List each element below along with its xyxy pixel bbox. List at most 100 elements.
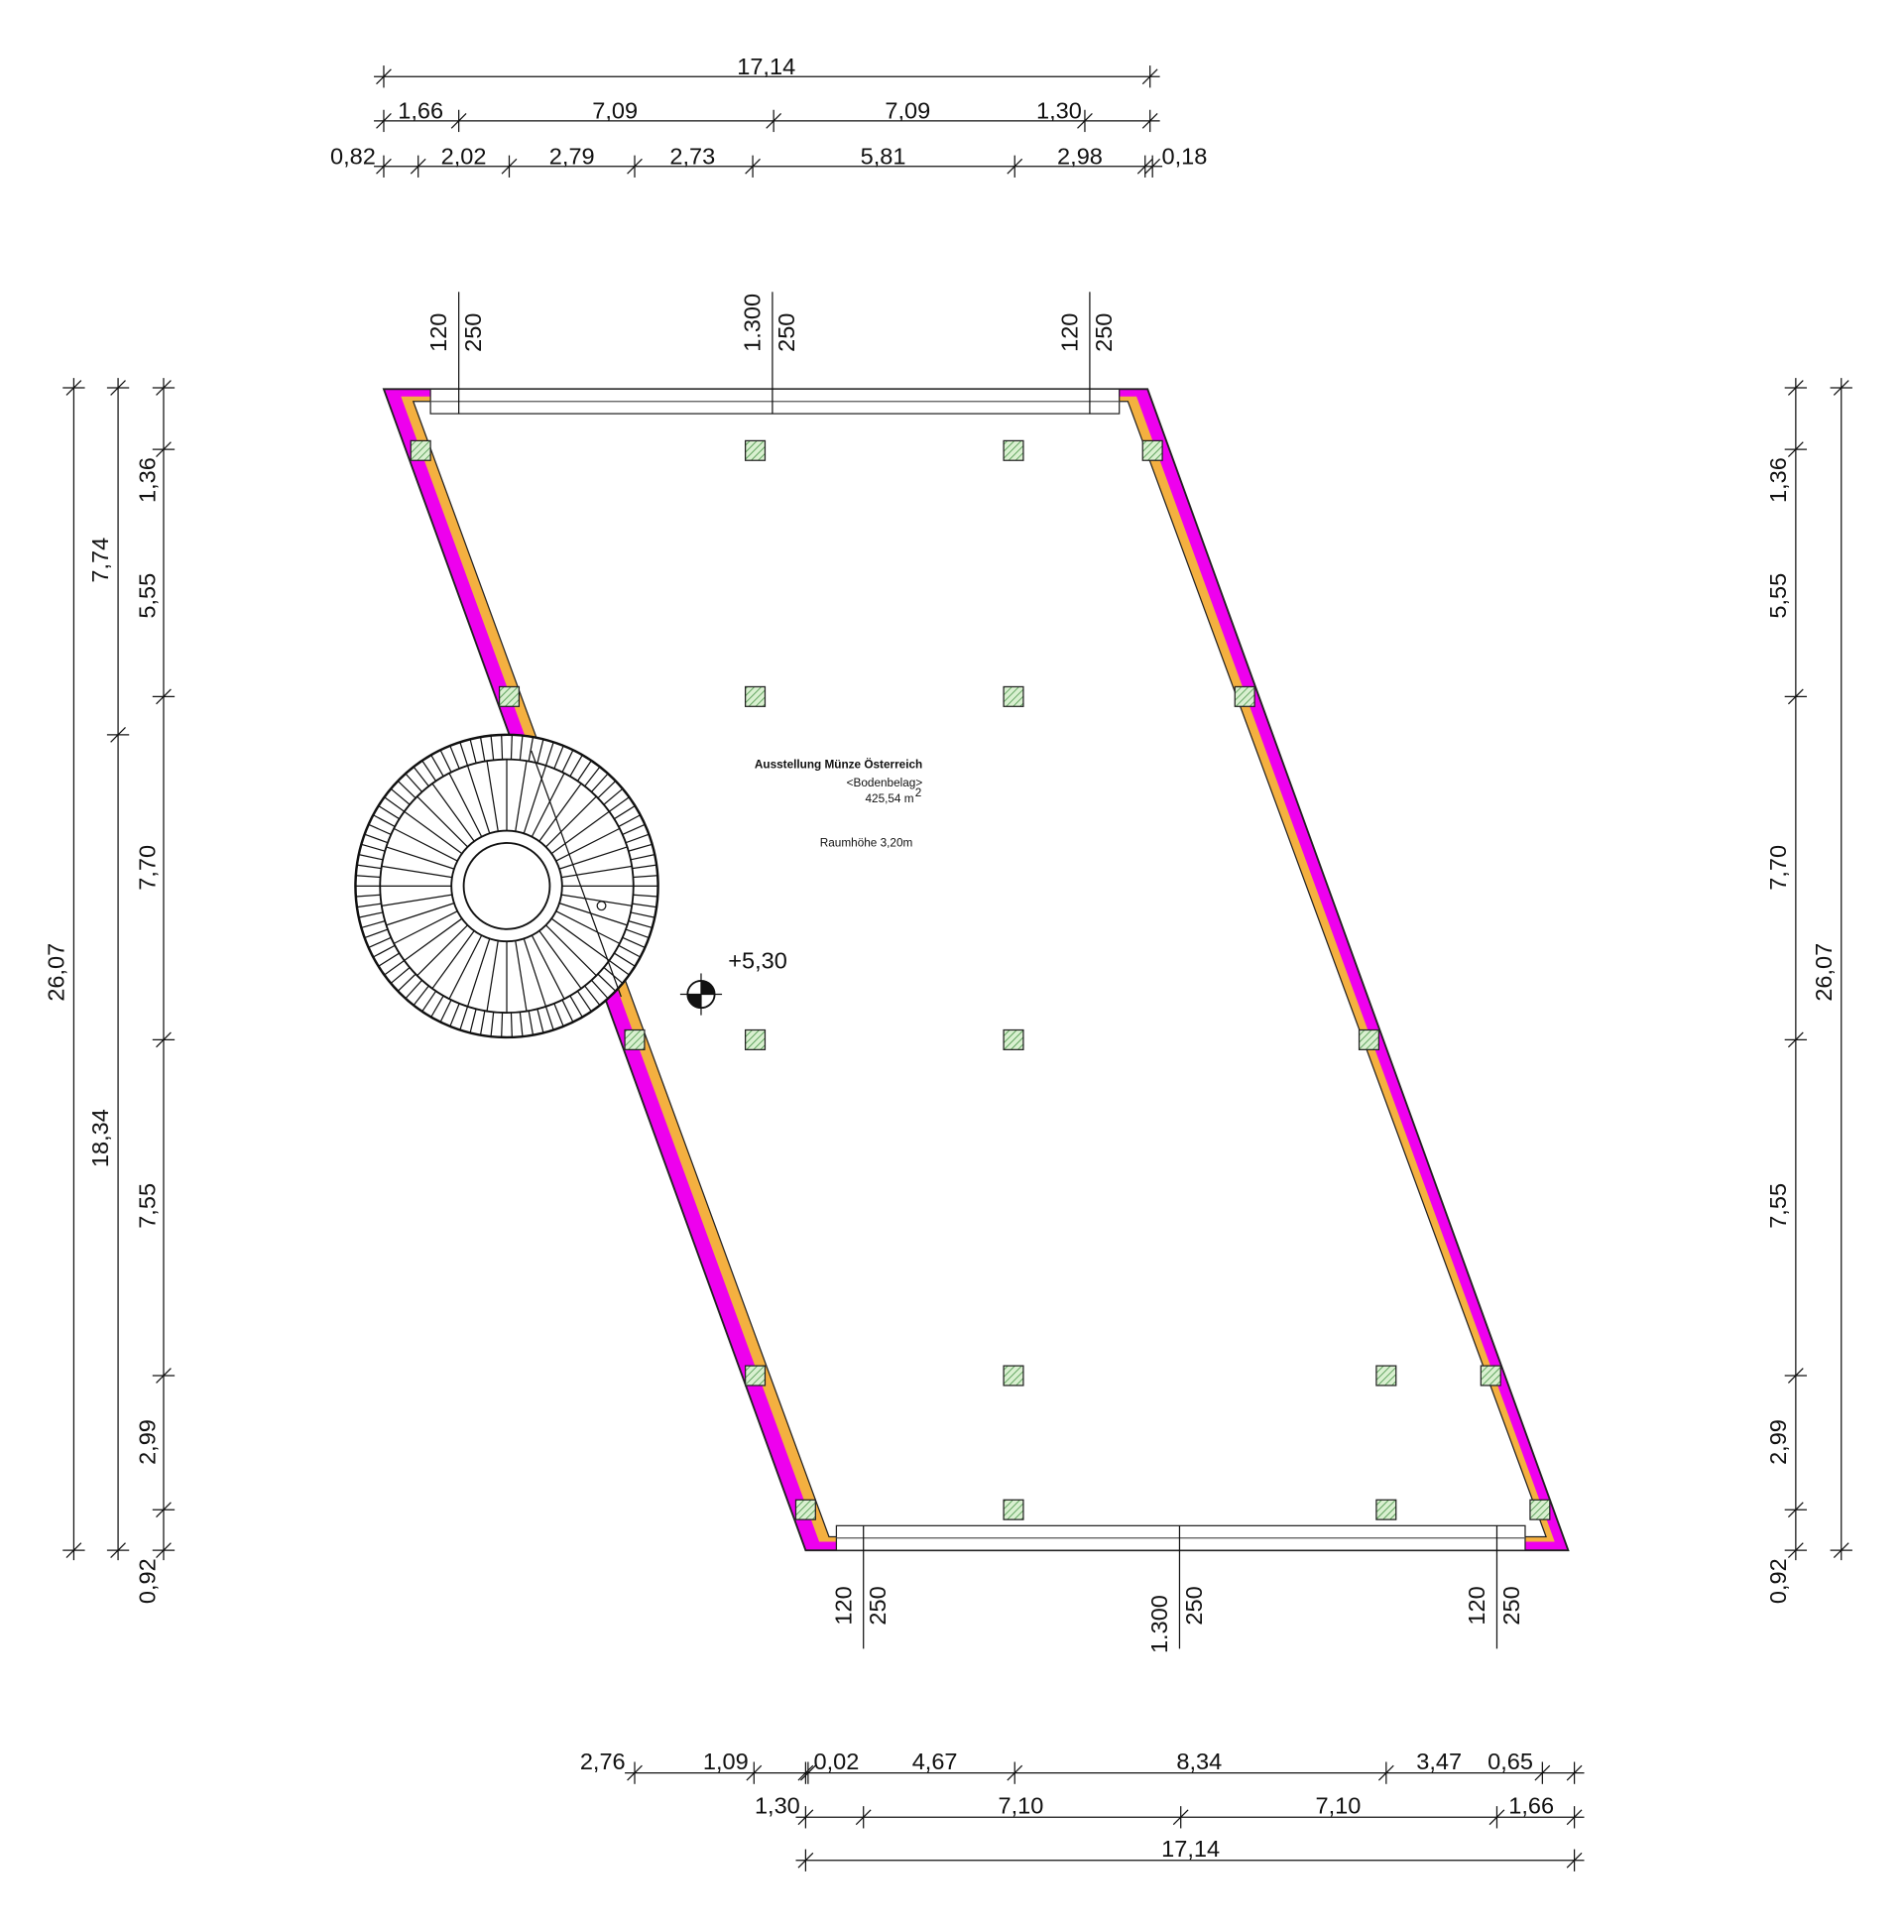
column [794, 1499, 816, 1520]
column [624, 1028, 646, 1050]
stair-baluster [597, 973, 617, 992]
stair-tread [550, 917, 610, 961]
stair-baluster [421, 760, 437, 782]
dimension-label: 7,09 [592, 97, 638, 123]
stair-tread [538, 930, 582, 990]
dimension-label: 7,55 [134, 1183, 160, 1229]
dimension-label: 2,02 [441, 143, 487, 169]
stair-baluster [618, 944, 641, 958]
stair-tread [545, 924, 597, 977]
dimension-label: 250 [1181, 1586, 1207, 1625]
stair-baluster [469, 739, 477, 764]
stair-tread [381, 894, 452, 906]
stair-baluster [584, 766, 601, 787]
stair-baluster [430, 995, 444, 1018]
dimension-label: 7,10 [1316, 1793, 1362, 1819]
stair-baluster [490, 735, 495, 761]
dimension-label: 18,34 [87, 1109, 113, 1167]
stair-baluster [358, 854, 384, 861]
dimension-label: 7,55 [1765, 1183, 1791, 1229]
stair-baluster [553, 1003, 564, 1027]
stair-baluster [630, 911, 655, 918]
stair-baluster [625, 833, 650, 844]
column [745, 1365, 767, 1387]
stair-tread [558, 846, 628, 870]
stair-baluster [459, 742, 469, 767]
dimension-label: 120 [425, 313, 451, 352]
stair-tread [386, 846, 455, 870]
stair-baluster [413, 766, 429, 787]
stair-baluster [528, 1011, 535, 1035]
column [1141, 439, 1163, 461]
stair-baluster [544, 742, 554, 767]
dimension-label: 7,10 [999, 1793, 1044, 1819]
stair-baluster [479, 737, 486, 762]
stair-baluster [528, 737, 535, 762]
stair-baluster [355, 894, 381, 898]
stair-baluster [439, 749, 452, 773]
dimension-label: 5,55 [134, 573, 160, 619]
stair-baluster [536, 1009, 544, 1033]
stair-baluster [421, 990, 437, 1013]
stair-baluster [630, 854, 655, 861]
dimension-label: 1,66 [398, 97, 443, 123]
stair-baluster [361, 843, 386, 852]
dimension-label: 0,92 [134, 1558, 160, 1604]
stair-tread [531, 773, 565, 837]
stair-baluster [632, 864, 657, 870]
stair-baluster [576, 990, 592, 1013]
dimension-label: 120 [830, 1586, 856, 1625]
stair-tread [555, 910, 621, 944]
column [1003, 685, 1024, 707]
stair-baluster [449, 1003, 460, 1027]
stair-baluster [413, 985, 429, 1006]
stair-baluster [397, 780, 416, 799]
stair-tread [531, 934, 565, 1000]
dimension-label: 1,66 [1508, 1793, 1554, 1819]
column [1003, 439, 1024, 461]
stair-tread [561, 894, 633, 906]
column [1375, 1365, 1397, 1387]
dimension-label: 17,14 [737, 54, 795, 79]
stair-baluster [561, 999, 574, 1023]
dimension-label: 1,36 [134, 457, 160, 503]
dimension-label: 1.300 [740, 294, 766, 352]
dimension-label: 250 [1498, 1586, 1524, 1625]
stair-baluster [633, 894, 658, 898]
stair-tread [550, 810, 610, 855]
stair-baluster [622, 936, 646, 948]
stair-baluster [608, 959, 630, 976]
dimension-label: 1,36 [1765, 457, 1791, 503]
stair-tread [393, 910, 458, 944]
stair-baluster [561, 749, 574, 773]
stair-baluster [519, 735, 524, 761]
stair-tread [545, 795, 597, 848]
stair-baluster [553, 745, 564, 770]
level-label: +5,30 [728, 947, 787, 973]
stair-tread [486, 940, 499, 1012]
stair-baluster [632, 903, 657, 908]
stair-baluster [584, 985, 601, 1006]
dimension-label: 2,99 [1765, 1419, 1791, 1465]
stair-baluster [390, 967, 411, 984]
dimension-label: 2,76 [580, 1749, 626, 1774]
dimension-label: 2,79 [549, 143, 595, 169]
stair-tread [381, 865, 452, 879]
walls [382, 388, 1570, 1552]
stair-tread [558, 903, 628, 926]
stair-tread [466, 938, 491, 1008]
columns [410, 439, 1551, 1520]
stair-tread [523, 765, 547, 834]
stair-baluster [439, 999, 452, 1023]
dimension-label: 250 [460, 313, 486, 352]
dimension-label: 1,09 [703, 1749, 749, 1774]
stair-baluster [378, 805, 400, 820]
column [1003, 1028, 1024, 1050]
dimension-label: 0,92 [1765, 1558, 1791, 1604]
stair-baluster [625, 928, 650, 939]
stair-baluster [373, 944, 396, 958]
room-area: 425,54 m [865, 792, 913, 805]
dimension-label: 120 [1464, 1586, 1489, 1625]
stair-baluster [361, 919, 386, 929]
room-area-exponent: 2 [915, 786, 922, 799]
